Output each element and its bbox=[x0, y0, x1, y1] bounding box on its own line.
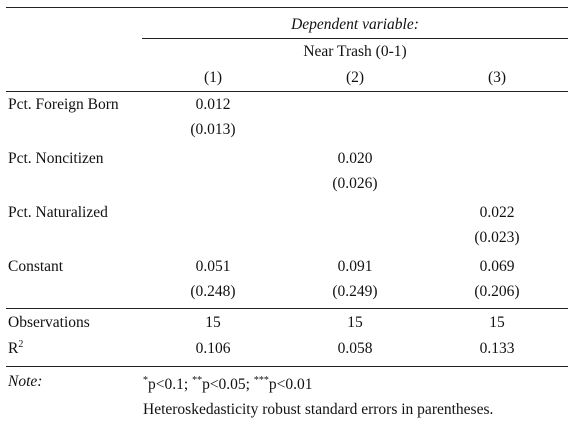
row-label-constant: Constant bbox=[8, 258, 64, 275]
se-foreign-born: (0.013) bbox=[190, 121, 236, 138]
row-label-observations: Observations bbox=[8, 314, 90, 331]
column-header-1: (1) bbox=[203, 69, 223, 86]
coef-foreign-born: 0.012 bbox=[195, 96, 231, 113]
coef-constant-3: 0.069 bbox=[479, 258, 515, 275]
dependent-variable-name: Near Trash (0-1) bbox=[303, 43, 407, 60]
column-header-3: (3) bbox=[487, 69, 507, 86]
bottom-rule bbox=[6, 366, 568, 367]
coef-constant-1: 0.051 bbox=[195, 258, 231, 275]
r-squared-1: 0.106 bbox=[195, 340, 231, 357]
row-label-noncitizen: Pct. Noncitizen bbox=[8, 150, 104, 167]
coef-constant-2: 0.091 bbox=[337, 258, 373, 275]
coef-noncitizen: 0.020 bbox=[337, 150, 373, 167]
r-squared-2: 0.058 bbox=[337, 340, 373, 357]
significance-note: *p<0.1; **p<0.05; ***p<0.01 bbox=[143, 375, 313, 394]
se-constant-3: (0.206) bbox=[474, 283, 520, 300]
stats-rule bbox=[6, 308, 568, 309]
top-rule bbox=[6, 7, 568, 8]
se-naturalized: (0.023) bbox=[474, 229, 520, 246]
column-header-rule bbox=[6, 91, 568, 92]
se-noncitizen: (0.026) bbox=[332, 175, 378, 192]
row-label-foreign-born: Pct. Foreign Born bbox=[8, 96, 119, 113]
header-rule bbox=[142, 38, 568, 39]
row-label-r-squared: R2 bbox=[8, 339, 24, 358]
se-constant-2: (0.249) bbox=[332, 283, 378, 300]
coef-naturalized: 0.022 bbox=[479, 204, 515, 221]
observations-2: 15 bbox=[347, 314, 363, 331]
r-squared-3: 0.133 bbox=[479, 340, 515, 357]
note-label: Note: bbox=[8, 373, 43, 390]
column-header-2: (2) bbox=[345, 69, 365, 86]
dependent-variable-label: Dependent variable: bbox=[291, 16, 419, 33]
se-constant-1: (0.248) bbox=[190, 283, 236, 300]
row-label-naturalized: Pct. Naturalized bbox=[8, 204, 108, 221]
robust-se-note: Heteroskedasticity robust standard error… bbox=[143, 401, 494, 418]
observations-1: 15 bbox=[205, 314, 221, 331]
observations-3: 15 bbox=[489, 314, 505, 331]
